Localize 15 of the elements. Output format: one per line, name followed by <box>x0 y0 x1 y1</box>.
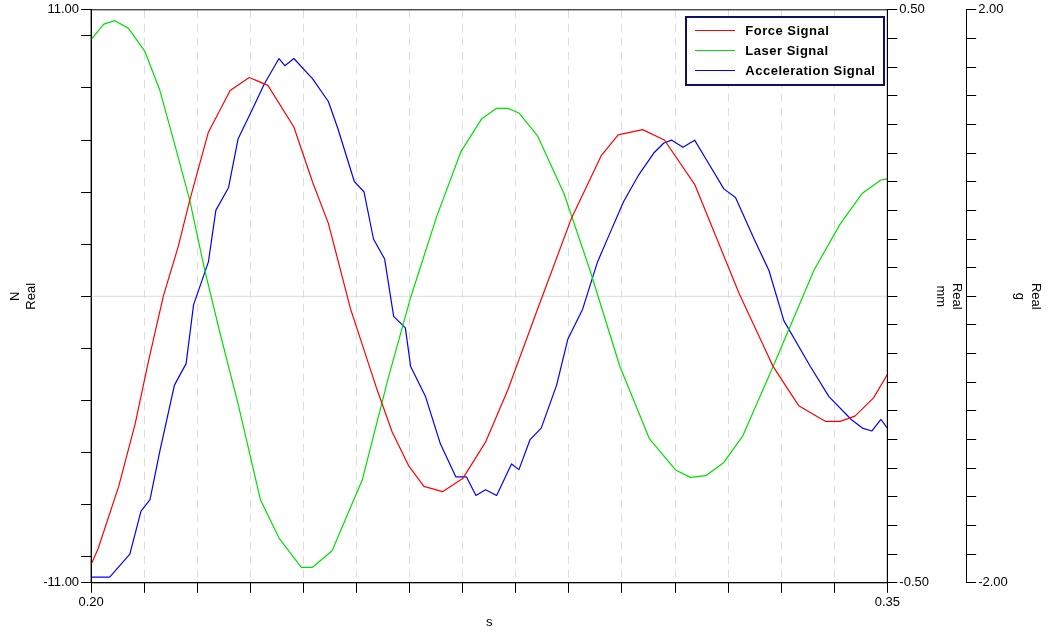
y2-tick-label: 0.50 <box>899 1 925 17</box>
y3-tick-label: 2.00 <box>978 1 1004 17</box>
y3-axis-title: Real g <box>1013 282 1044 310</box>
x-axis-title: s <box>485 613 493 629</box>
y2-axis-title: Real mm <box>934 282 965 310</box>
y-axis-title: N Real <box>7 282 38 310</box>
legend-label: Acceleration Signal <box>745 63 876 79</box>
y2-tick-label: -0.50 <box>899 574 929 590</box>
x-tick-label: 0.20 <box>78 594 104 610</box>
y-tick-label: 11.00 <box>47 1 80 17</box>
legend-label: Laser Signal <box>745 43 829 59</box>
x-tick-label: 0.35 <box>874 594 900 610</box>
y3-tick-label: -2.00 <box>978 574 1008 590</box>
legend-label: Force Signal <box>745 23 830 39</box>
y-tick-label: -11.00 <box>43 574 80 590</box>
